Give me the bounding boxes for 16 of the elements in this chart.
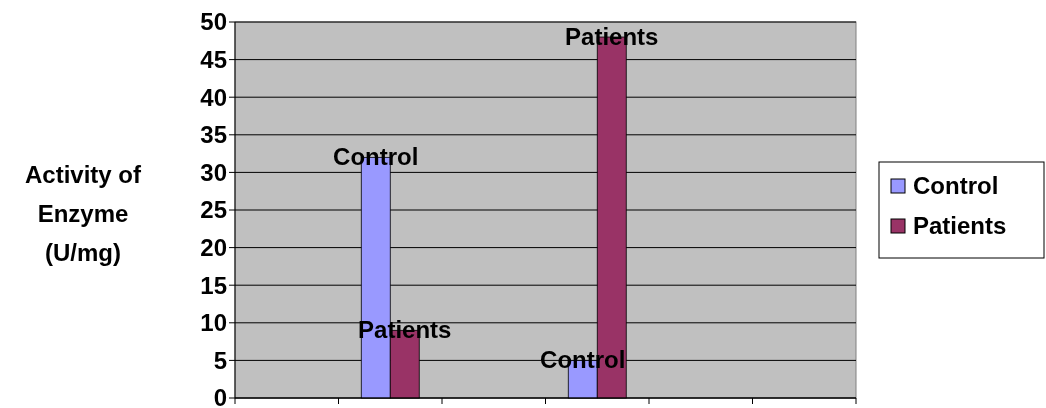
text: Patients (565, 23, 659, 51)
y-tick-label: 25 (200, 196, 227, 224)
text: Control (333, 143, 419, 171)
y-tick-label: 35 (200, 121, 227, 149)
y-tick-label: 15 (200, 271, 227, 299)
y-axis-title: Activity of Enzyme (U/mg) (24, 161, 143, 266)
legend-label: Patients (913, 212, 1007, 240)
y-tick-label: 30 (200, 158, 227, 186)
y-tick-label: 0 (213, 384, 227, 408)
y-tick-label: 50 (200, 8, 227, 36)
y-tick-label: 45 (200, 46, 227, 73)
legend-label: Control (913, 172, 999, 200)
y-tick-label: 40 (200, 83, 227, 111)
y-tick-label: 10 (200, 309, 227, 337)
y-tick-label: 20 (200, 234, 227, 261)
y-tick-label: 5 (213, 346, 227, 374)
